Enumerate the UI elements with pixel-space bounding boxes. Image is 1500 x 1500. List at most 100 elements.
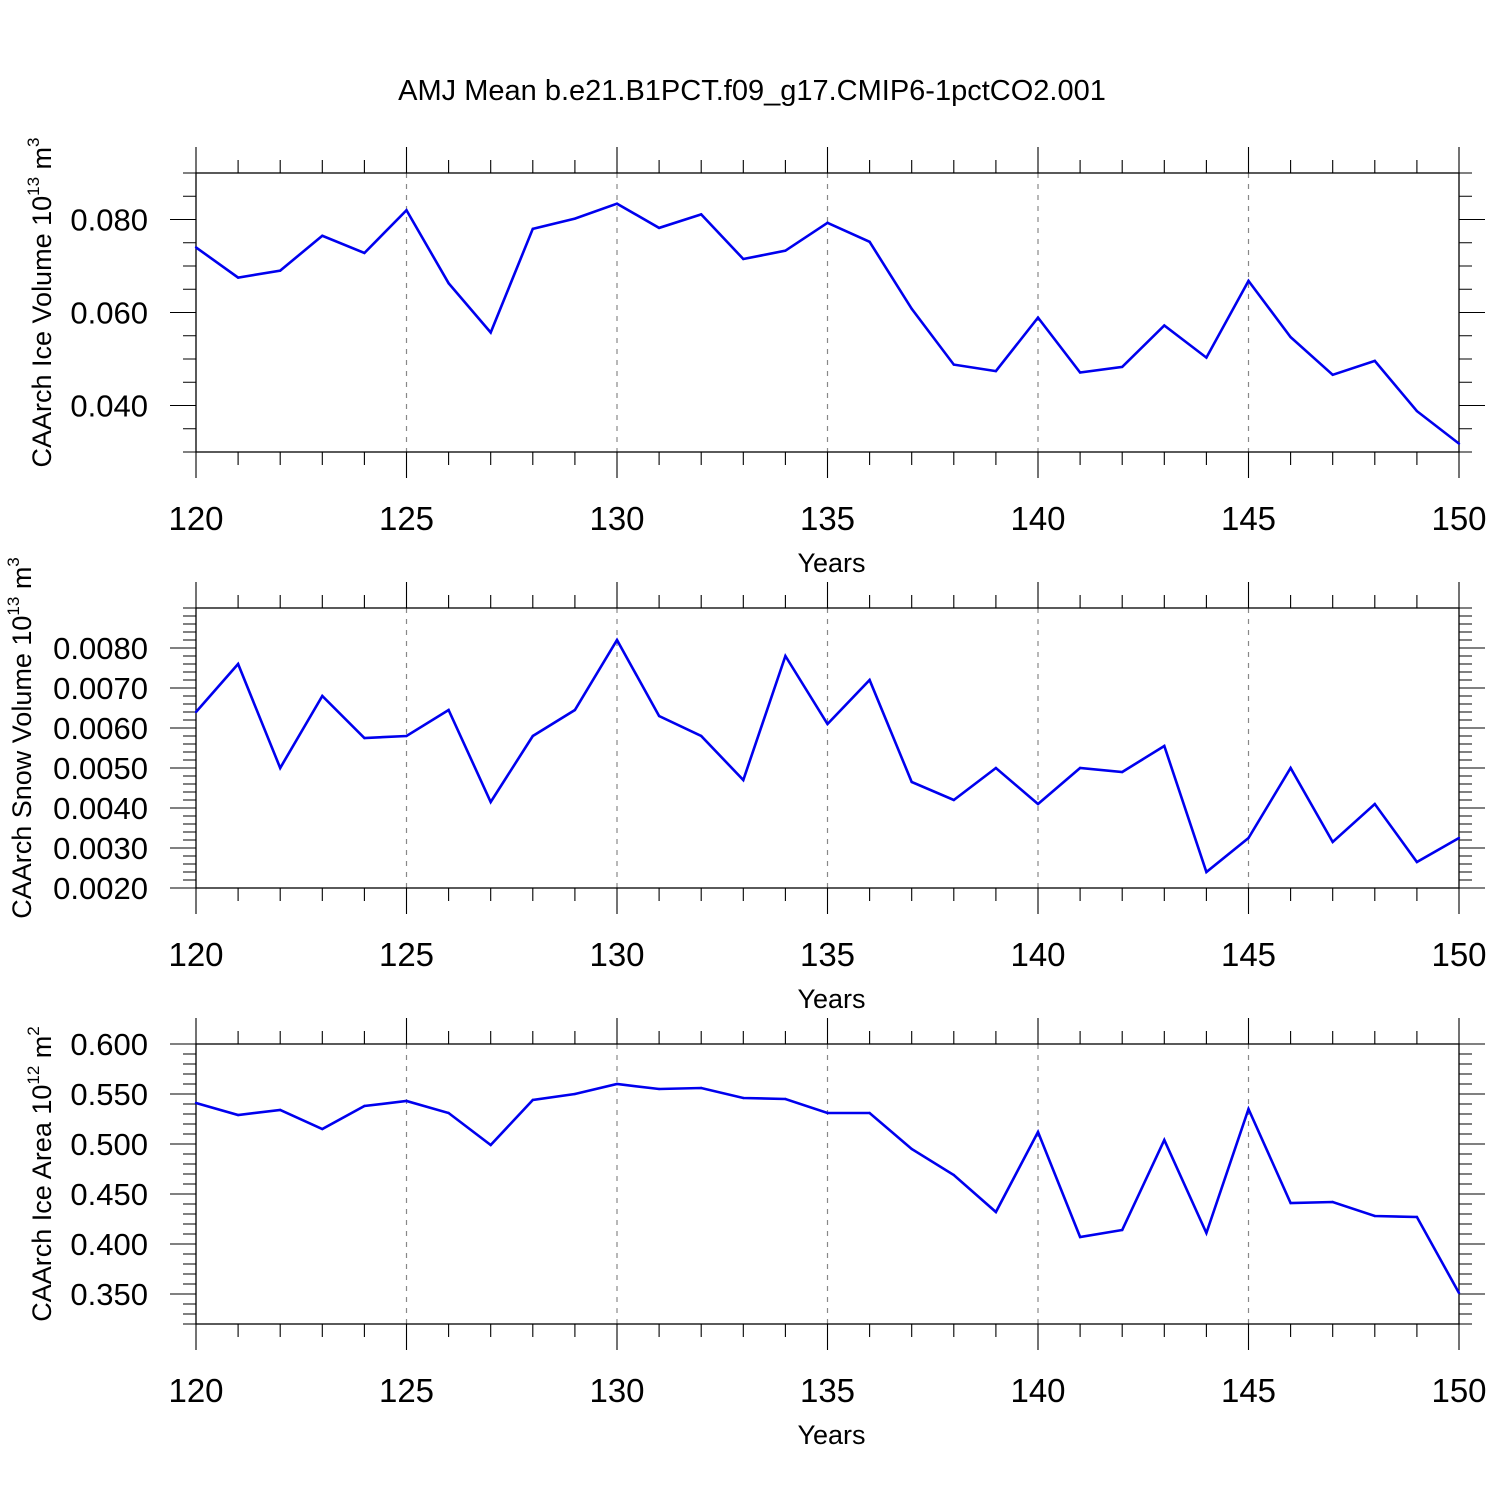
data-point bbox=[1205, 356, 1208, 359]
x-tick-label: 120 bbox=[168, 1372, 223, 1409]
x-tick-label: 120 bbox=[168, 500, 223, 537]
x-tick-label: 145 bbox=[1221, 936, 1276, 973]
x-axis-label: Years bbox=[797, 984, 865, 1014]
data-point bbox=[1331, 1200, 1334, 1204]
data-point bbox=[1078, 371, 1082, 374]
data-point bbox=[279, 1108, 282, 1112]
x-tick-label: 135 bbox=[800, 500, 855, 537]
data-point bbox=[573, 708, 577, 712]
data-point bbox=[994, 1210, 998, 1214]
data-point bbox=[194, 710, 198, 714]
data-point bbox=[952, 1173, 955, 1177]
data-point bbox=[742, 1096, 745, 1100]
x-tick-label: 125 bbox=[379, 1372, 434, 1409]
data-point bbox=[1373, 1214, 1377, 1218]
data-point bbox=[531, 1098, 534, 1102]
chart-panel-1: 120 125 130 135 140 145 150 0.040 0.060 0.080 Year… bbox=[24, 137, 1487, 578]
data-point bbox=[1163, 744, 1166, 748]
data-point bbox=[657, 714, 661, 718]
x-tick-label: 140 bbox=[1010, 500, 1065, 537]
plot-frame bbox=[195, 1043, 1460, 1325]
y-tick-label: 0.500 bbox=[70, 1127, 148, 1162]
data-point bbox=[279, 766, 282, 770]
y-axis-label: CAArch Snow Volume 1013 m3 bbox=[4, 557, 37, 919]
y-tick-label: 0.450 bbox=[70, 1177, 148, 1212]
data-point bbox=[994, 369, 998, 373]
data-point bbox=[1036, 802, 1040, 806]
data-point bbox=[657, 1087, 661, 1091]
y-tick-label: 0.0060 bbox=[53, 711, 148, 746]
data-point bbox=[1457, 442, 1461, 445]
data-point bbox=[236, 276, 240, 279]
data-point bbox=[868, 678, 871, 682]
data-point bbox=[1247, 836, 1250, 840]
data-point bbox=[1373, 359, 1377, 363]
x-tick-label: 145 bbox=[1221, 1372, 1276, 1409]
data-point bbox=[321, 1127, 324, 1131]
x-tick-label: 150 bbox=[1431, 936, 1486, 973]
y-tick-label: 0.350 bbox=[70, 1277, 148, 1312]
data-point bbox=[742, 257, 745, 261]
data-point bbox=[952, 798, 955, 802]
data-point bbox=[1415, 860, 1419, 864]
figure-title: AMJ Mean b.e21.B1PCT.f09_g17.CMIP6-1pctC… bbox=[398, 75, 1106, 107]
data-point bbox=[868, 1111, 871, 1115]
data-point bbox=[1457, 836, 1461, 840]
x-tick-label: 125 bbox=[379, 500, 434, 537]
data-point bbox=[531, 734, 534, 738]
x-tick-label: 145 bbox=[1221, 500, 1276, 537]
data-point bbox=[1163, 324, 1166, 327]
data-point bbox=[1205, 870, 1208, 874]
x-tick-label: 135 bbox=[800, 936, 855, 973]
data-point bbox=[1036, 1130, 1040, 1134]
data-point bbox=[489, 800, 492, 804]
data-point bbox=[1415, 1215, 1419, 1219]
y-axis-label: CAArch Ice Area 1012 m2 bbox=[24, 1026, 57, 1322]
data-point bbox=[405, 1099, 408, 1103]
data-point bbox=[1457, 1291, 1461, 1295]
data-point bbox=[1331, 840, 1334, 844]
data-point bbox=[363, 736, 366, 740]
data-point bbox=[826, 1111, 829, 1115]
data-point bbox=[1078, 766, 1082, 770]
data-point bbox=[279, 269, 282, 272]
x-tick-label: 120 bbox=[168, 936, 223, 973]
data-point bbox=[784, 1097, 787, 1101]
data-point bbox=[489, 331, 492, 334]
data-point bbox=[363, 1104, 366, 1108]
data-point bbox=[700, 1086, 703, 1090]
y-axis-label: CAArch Ice Volume 1013 m3 bbox=[24, 137, 57, 467]
chart-panels: 120 125 130 135 140 145 150 0.040 0.060 0.080 Year… bbox=[4, 137, 1487, 1450]
x-tick-label: 150 bbox=[1431, 1372, 1486, 1409]
data-point bbox=[573, 1092, 577, 1096]
x-tick-label: 130 bbox=[589, 1372, 644, 1409]
data-point bbox=[236, 662, 240, 666]
chart-panel-2: 120 125 130 135 140 145 150 0.0020 0.0030 0.0040 0… bbox=[4, 557, 1487, 1014]
data-point bbox=[1373, 802, 1377, 806]
data-point bbox=[910, 780, 913, 784]
data-point bbox=[236, 1113, 240, 1117]
y-tick-label: 0.060 bbox=[70, 296, 148, 331]
y-tick-label: 0.0040 bbox=[53, 791, 148, 826]
data-point bbox=[868, 240, 871, 244]
data-point bbox=[447, 282, 450, 285]
data-point bbox=[1036, 316, 1040, 319]
data-point bbox=[363, 251, 366, 255]
data-point bbox=[573, 217, 577, 220]
data-point bbox=[700, 734, 703, 738]
plot-frame bbox=[195, 172, 1460, 453]
x-tick-label: 150 bbox=[1431, 500, 1486, 537]
data-point bbox=[1205, 1231, 1208, 1235]
data-point bbox=[1121, 770, 1124, 774]
data-point bbox=[531, 227, 534, 230]
y-tick-label: 0.0050 bbox=[53, 751, 148, 786]
data-point bbox=[784, 249, 787, 252]
data-point bbox=[1247, 1107, 1250, 1111]
data-point bbox=[1247, 279, 1250, 283]
data-point bbox=[826, 221, 829, 224]
data-point bbox=[700, 213, 703, 216]
data-point bbox=[321, 234, 324, 237]
x-tick-label: 135 bbox=[800, 1372, 855, 1409]
data-point bbox=[615, 1082, 619, 1086]
data-point bbox=[194, 1101, 198, 1105]
